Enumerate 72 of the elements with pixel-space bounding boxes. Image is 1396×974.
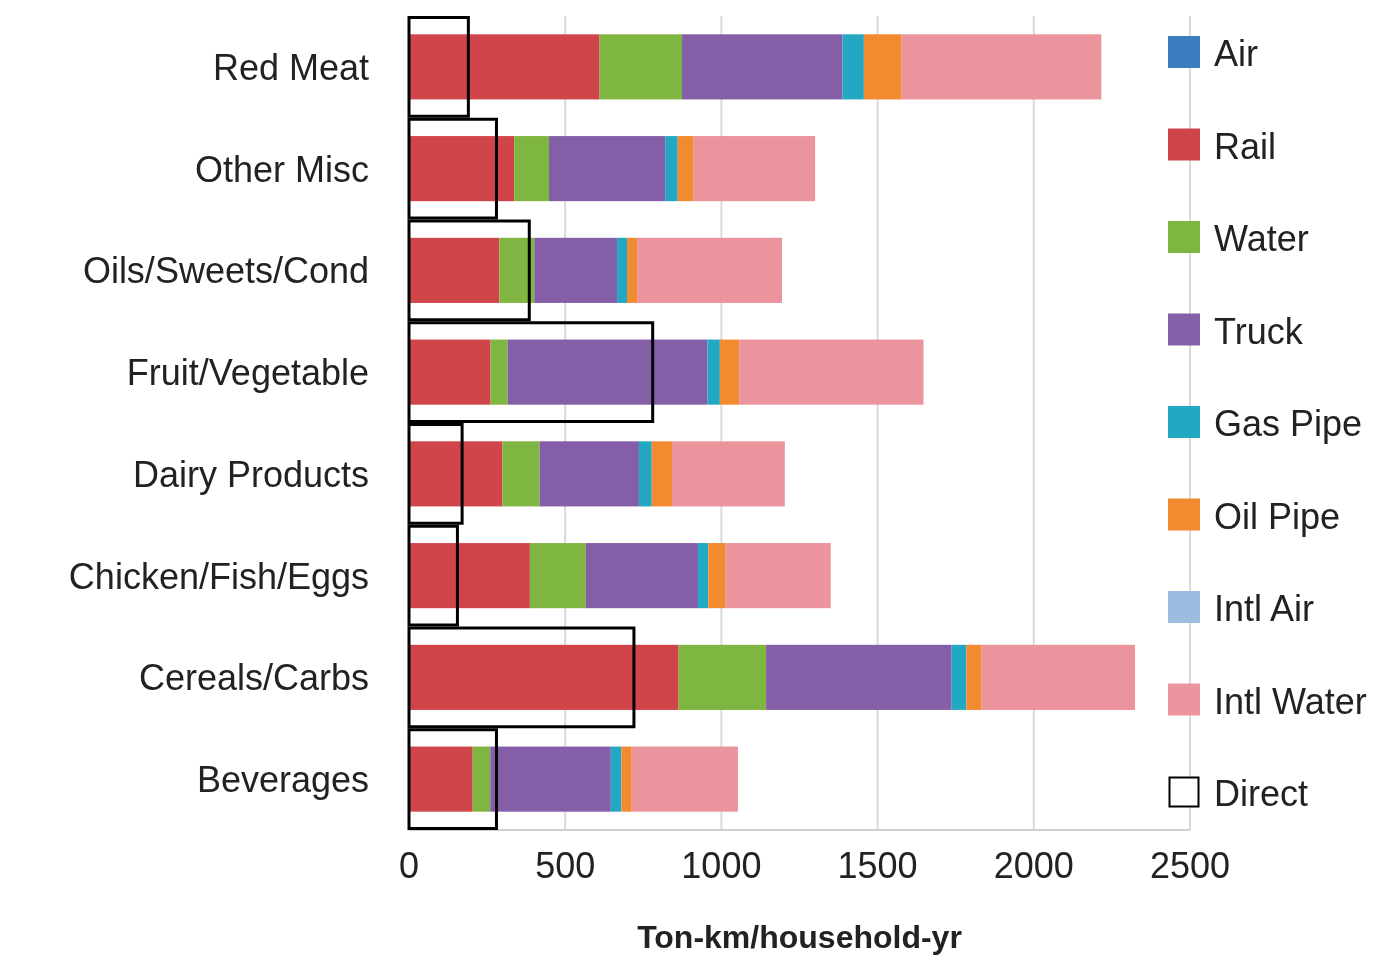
x-tick-label: 2000	[993, 845, 1074, 886]
y-tick-label: Oils/Sweets/Cond	[82, 250, 369, 292]
bar	[766, 644, 952, 710]
bar	[863, 34, 902, 100]
y-tick-label: Cereals/Carbs	[138, 657, 369, 699]
bar	[548, 136, 666, 202]
y-tick-label: Fruit/Vegetable	[126, 352, 369, 394]
bar	[499, 237, 535, 303]
bar	[631, 746, 738, 812]
bar	[610, 746, 622, 812]
y-tick-label: Red Meat	[212, 46, 369, 88]
legend-label: Rail	[1214, 125, 1277, 167]
y-tick-label: Chicken/Fish/Eggs	[68, 555, 369, 597]
bar	[842, 34, 864, 100]
bar	[707, 339, 720, 405]
bar	[409, 543, 530, 609]
y-tick-label: Beverages	[196, 759, 369, 801]
bar	[981, 644, 1136, 710]
bar	[638, 441, 652, 507]
bar	[409, 237, 500, 303]
bar	[665, 136, 678, 202]
bar	[677, 136, 694, 202]
bar	[409, 34, 600, 100]
bar	[739, 339, 924, 405]
legend-label: Direct	[1214, 773, 1309, 814]
bar	[693, 136, 816, 202]
bar	[617, 237, 628, 303]
bar	[585, 543, 698, 609]
legend-label: Water	[1214, 218, 1309, 259]
bar	[409, 441, 503, 507]
bar	[708, 543, 726, 609]
bar	[621, 746, 632, 812]
bar	[514, 136, 549, 202]
legend-label: Intl Air	[1214, 588, 1315, 629]
bar	[490, 746, 611, 812]
y-tick-label: Dairy Products	[132, 453, 369, 495]
bar	[672, 441, 785, 507]
bar	[409, 644, 679, 710]
bar	[678, 644, 767, 710]
bar	[529, 543, 586, 609]
x-tick-label: 1500	[837, 845, 918, 886]
bar	[472, 746, 491, 812]
legend-label: Gas Pipe	[1214, 403, 1363, 444]
bar	[682, 34, 843, 100]
bar	[627, 237, 638, 303]
bar	[534, 237, 618, 303]
bar	[599, 34, 683, 100]
bar	[539, 441, 639, 507]
bar	[409, 136, 515, 202]
bar	[651, 441, 673, 507]
y-tick-label: Other Misc	[194, 148, 369, 190]
bar	[725, 543, 831, 609]
bar	[697, 543, 709, 609]
bar	[719, 339, 740, 405]
bar	[901, 34, 1102, 100]
x-tick-label: 2500	[1149, 845, 1231, 886]
bar	[507, 339, 708, 405]
bar	[637, 237, 783, 303]
x-axis-title: Ton-km/household-yr	[637, 919, 962, 955]
bar	[409, 746, 473, 812]
x-tick-label: 0	[398, 845, 420, 886]
x-tick-label: 1000	[681, 845, 762, 886]
legend-label: Air	[1214, 33, 1259, 74]
legend-label: Intl Water	[1214, 680, 1367, 722]
bar	[502, 441, 540, 507]
x-tick-label: 500	[535, 845, 596, 886]
bar	[490, 339, 508, 405]
bar	[966, 644, 982, 710]
bar	[409, 339, 491, 405]
legend-label: Oil Pipe	[1214, 495, 1341, 537]
legend-label: Truck	[1214, 310, 1304, 352]
bar	[951, 644, 967, 710]
